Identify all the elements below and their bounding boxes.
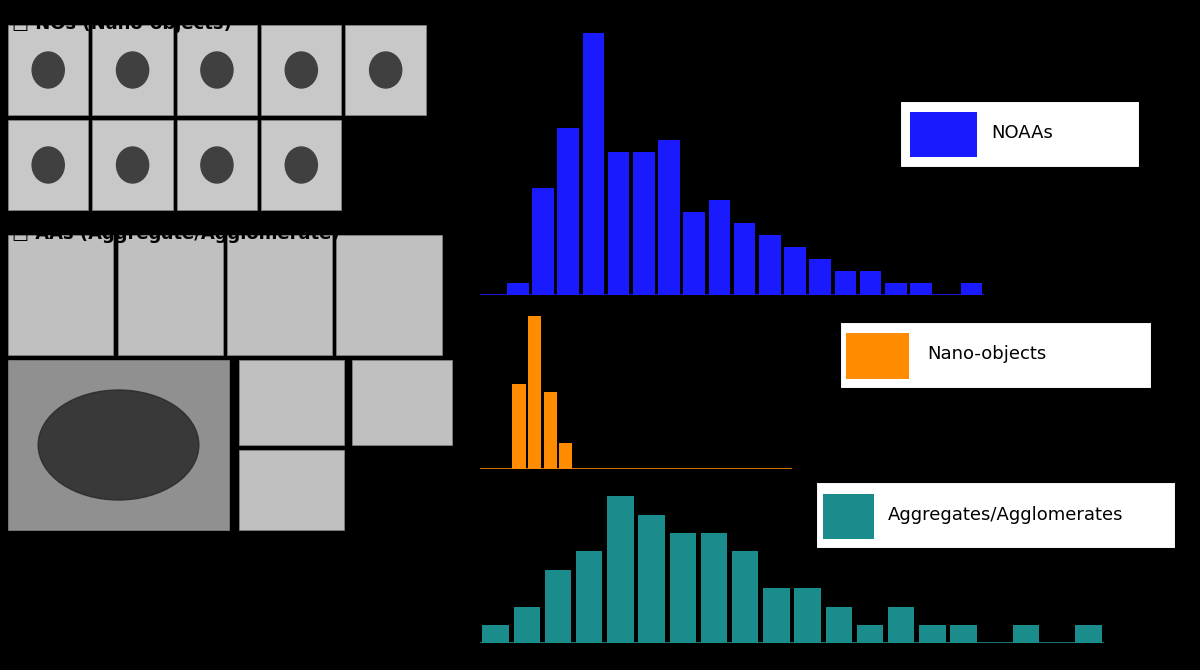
Bar [659, 140, 679, 295]
Text: Aggregates/Agglomerates: Aggregates/Agglomerates [888, 506, 1123, 523]
Bar [638, 515, 665, 643]
Bar [860, 271, 881, 295]
FancyBboxPatch shape [910, 112, 977, 157]
Bar [262, 25, 342, 115]
Bar [176, 120, 257, 210]
Bar [545, 570, 571, 643]
Text: □ AAs (Aggregate/Agglomerate): □ AAs (Aggregate/Agglomerate) [12, 225, 340, 243]
Bar [911, 283, 931, 295]
Bar [763, 588, 790, 643]
Ellipse shape [32, 52, 65, 88]
Bar [227, 235, 332, 355]
Bar [559, 444, 572, 469]
Bar [1013, 625, 1039, 643]
Bar [239, 450, 344, 530]
Bar [336, 235, 442, 355]
Bar [8, 360, 229, 530]
Ellipse shape [38, 390, 199, 500]
Text: □ NOs (Nano-objects): □ NOs (Nano-objects) [12, 15, 232, 33]
Bar [533, 188, 553, 295]
Bar [544, 393, 557, 469]
Bar [709, 200, 730, 295]
Ellipse shape [286, 147, 317, 183]
Bar [684, 212, 704, 295]
Bar [352, 360, 452, 445]
Bar [239, 360, 344, 445]
Bar [794, 588, 821, 643]
Bar [607, 496, 634, 643]
FancyBboxPatch shape [823, 494, 874, 539]
Bar [810, 259, 830, 295]
Text: 100 nm: 100 nm [347, 150, 410, 165]
Bar [176, 25, 257, 115]
Ellipse shape [370, 52, 402, 88]
Bar [118, 235, 223, 355]
Ellipse shape [32, 147, 65, 183]
Bar [826, 606, 852, 643]
Bar [8, 235, 114, 355]
Ellipse shape [200, 52, 233, 88]
Bar [528, 316, 541, 469]
Ellipse shape [116, 147, 149, 183]
Bar [732, 551, 758, 643]
Bar [583, 34, 604, 295]
Bar [760, 235, 780, 295]
Bar [950, 625, 977, 643]
Bar [576, 551, 602, 643]
Bar [1075, 625, 1102, 643]
Bar [8, 25, 89, 115]
Bar [857, 625, 883, 643]
Ellipse shape [286, 52, 317, 88]
Ellipse shape [200, 147, 233, 183]
Bar [558, 129, 578, 295]
FancyBboxPatch shape [846, 333, 908, 379]
Bar [512, 384, 526, 469]
Bar [514, 606, 540, 643]
Bar [92, 25, 173, 115]
Bar [482, 625, 509, 643]
Bar [734, 224, 755, 295]
Text: 100 nm: 100 nm [347, 535, 410, 550]
Bar [888, 606, 914, 643]
Bar [886, 283, 906, 295]
Bar [701, 533, 727, 643]
Bar [961, 283, 982, 295]
Text: NOAAs: NOAAs [991, 124, 1054, 141]
Bar [835, 271, 856, 295]
Bar [8, 120, 89, 210]
Bar [92, 120, 173, 210]
Bar [508, 283, 528, 295]
Ellipse shape [116, 52, 149, 88]
Bar [785, 247, 805, 295]
Bar [346, 25, 426, 115]
Bar [919, 625, 946, 643]
Bar [670, 533, 696, 643]
Bar [608, 152, 629, 295]
Bar [262, 120, 342, 210]
Bar [634, 152, 654, 295]
Text: Nano-objects: Nano-objects [928, 345, 1046, 362]
